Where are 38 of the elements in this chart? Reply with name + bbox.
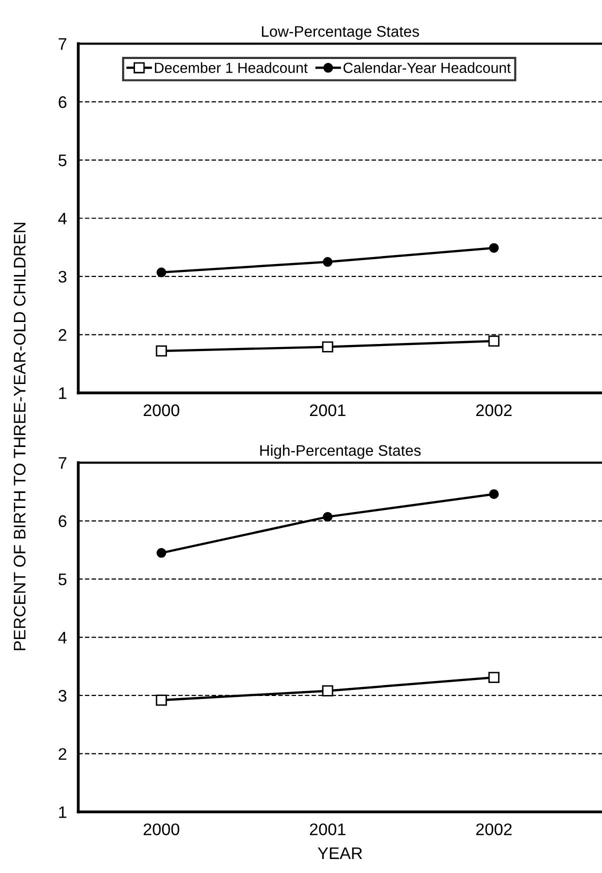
y-tick-label: 4 (58, 212, 67, 224)
chart-title: Low-Percentage States (262, 26, 419, 40)
x-tick-label: 2001 (310, 823, 346, 836)
chart-title: High-Percentage States (260, 444, 421, 459)
x-tick-label: 2000 (144, 823, 180, 836)
point (156, 548, 166, 558)
point (156, 345, 167, 356)
y-tick-label: 3 (58, 270, 66, 283)
x-tick-label: 2000 (144, 404, 180, 416)
point (322, 512, 333, 522)
point (322, 257, 333, 267)
legend-label: December 1 Headcount (154, 62, 308, 74)
y-tick-label: 2 (58, 748, 66, 760)
y-tick-label: 6 (58, 515, 66, 528)
y-tick-label: 4 (58, 632, 67, 644)
point (488, 335, 500, 347)
y-tick-label: 7 (58, 457, 66, 469)
y-tick-label: 7 (58, 38, 66, 50)
y-axis-title: PERCENT OF BIRTH TO THREE-YEAR-OLD CHILDREN (14, 222, 26, 650)
x-tick-label: 2002 (476, 404, 512, 416)
y-tick-label: 3 (58, 690, 66, 702)
y-tick-label: 2 (58, 329, 66, 341)
x-tick-label: 2001 (310, 404, 346, 416)
point (322, 341, 334, 352)
legend-label: Calendar-Year Headcount (344, 62, 511, 74)
point (488, 672, 500, 684)
point (489, 243, 499, 253)
x-axis-title: YEAR (318, 847, 362, 859)
y-tick-label: 1 (59, 387, 66, 399)
x-tick-label: 2002 (476, 823, 512, 836)
point (489, 489, 499, 499)
point (156, 694, 167, 706)
y-tick-label: 5 (58, 154, 66, 166)
y-tick-label: 1 (59, 806, 66, 818)
point (322, 685, 334, 696)
point (156, 268, 166, 278)
y-tick-label: 6 (58, 96, 66, 108)
y-tick-label: 5 (58, 574, 66, 586)
